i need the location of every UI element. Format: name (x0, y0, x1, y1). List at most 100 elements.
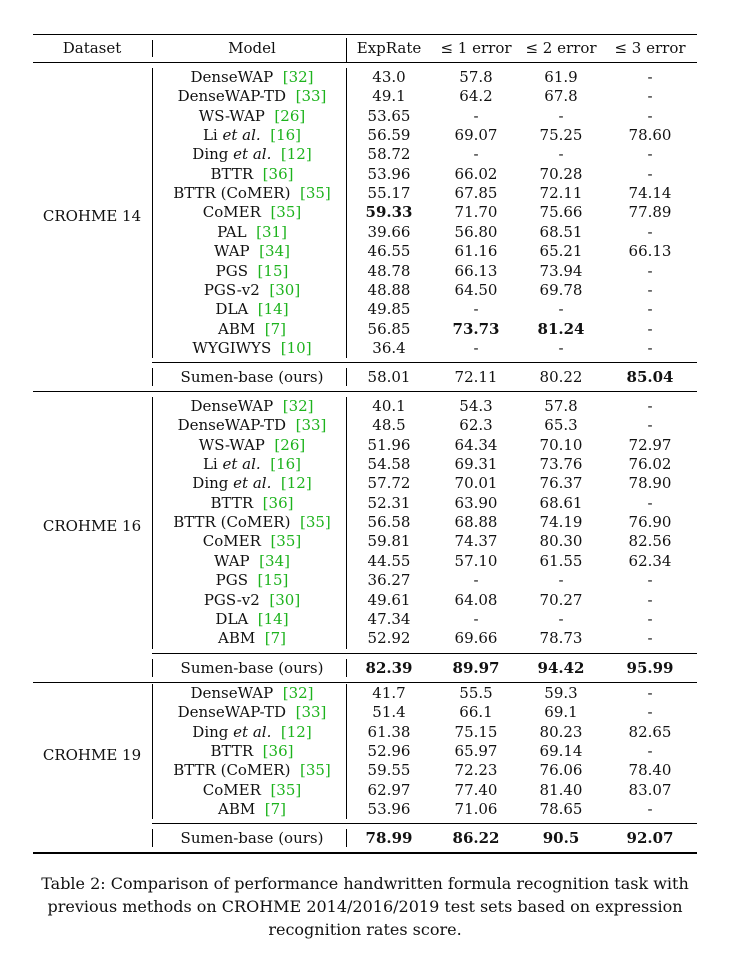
citation-number[interactable]: [16] (270, 126, 302, 145)
model-name: WYGIWYS [10] (192, 339, 311, 357)
column-separator (152, 68, 153, 359)
citation-number[interactable]: [33] (295, 416, 327, 435)
citation-link[interactable] (248, 610, 258, 628)
header-rule (33, 62, 697, 63)
citation-link[interactable] (290, 761, 300, 779)
citation-number[interactable]: [36] (262, 742, 294, 761)
value-cell: 62.3 (459, 416, 493, 435)
citation-number[interactable]: [35] (270, 780, 302, 799)
citation-link[interactable] (290, 513, 300, 531)
citation-link[interactable] (261, 455, 271, 473)
value-cell: 59.3 (544, 684, 578, 702)
citation-link[interactable] (286, 416, 296, 434)
citation-link[interactable] (271, 723, 281, 741)
citation-link[interactable] (286, 87, 296, 105)
citation-link[interactable] (271, 145, 281, 163)
model-name: BTTR (CoMER) [35] (173, 184, 331, 202)
citation-number[interactable]: [36] (262, 164, 294, 183)
citation-link[interactable] (290, 184, 300, 202)
citation-number[interactable]: [34] (259, 551, 290, 570)
citation-number[interactable]: [7] (264, 800, 287, 819)
value-cell: 41.7 (372, 684, 406, 702)
citation-number[interactable]: [7] (264, 319, 287, 338)
citation-link[interactable] (273, 397, 283, 415)
citation-link[interactable] (273, 684, 283, 702)
citation-link[interactable] (260, 281, 270, 299)
citation-number[interactable]: [35] (299, 184, 331, 203)
citation-number[interactable]: [7] (264, 629, 287, 648)
value-cell: 92.07 (626, 829, 674, 848)
value-cell: - (558, 300, 564, 319)
citation-link[interactable] (253, 742, 263, 760)
ours-separator (346, 368, 347, 387)
citation-number[interactable]: [32] (282, 684, 314, 702)
value-cell: 69.31 (454, 455, 498, 474)
value-cell: 70.27 (539, 590, 583, 609)
citation-number[interactable]: [35] (299, 513, 331, 532)
citation-link[interactable] (250, 552, 260, 570)
citation-link[interactable] (248, 571, 258, 589)
value-cell: - (647, 397, 653, 415)
value-cell: 62.34 (628, 551, 672, 570)
model-name: BTTR [36] (211, 742, 294, 760)
citation-link[interactable] (255, 320, 265, 338)
citation-link[interactable] (271, 339, 281, 357)
citation-number[interactable]: [36] (262, 493, 294, 512)
citation-link[interactable] (255, 629, 265, 647)
ours-rule (152, 362, 697, 364)
citation-number[interactable]: [30] (269, 590, 301, 609)
model-name: BTTR (CoMER) [35] (173, 513, 331, 531)
value-cell: 68.51 (539, 222, 583, 241)
citation-number[interactable]: [12] (280, 722, 312, 741)
citation-number[interactable]: [12] (280, 145, 312, 164)
citation-link[interactable] (247, 223, 257, 241)
citation-link[interactable] (261, 781, 271, 799)
citation-number[interactable]: [12] (280, 474, 312, 493)
citation-number[interactable]: [35] (299, 761, 331, 780)
model-label: WS-WAP (198, 435, 265, 454)
value-cell: 72.11 (539, 184, 583, 203)
citation-number[interactable]: [16] (270, 455, 302, 474)
citation-link[interactable] (271, 474, 281, 492)
citation-number[interactable]: [26] (274, 106, 306, 125)
citation-link[interactable] (248, 262, 258, 280)
citation-link[interactable] (273, 68, 283, 86)
value-cell: 53.96 (367, 164, 411, 183)
model-label: DLA (215, 300, 249, 319)
citation-number[interactable]: [31] (256, 222, 287, 241)
value-cell: - (647, 590, 653, 609)
model-author: Ding (192, 722, 234, 741)
citation-link[interactable] (250, 242, 260, 260)
value-cell: 54.58 (367, 455, 411, 474)
citation-link[interactable] (248, 300, 258, 318)
citation-link[interactable] (261, 532, 271, 550)
value-cell: - (473, 145, 479, 164)
value-cell: - (647, 68, 653, 86)
value-cell: 56.58 (367, 513, 411, 532)
citation-number[interactable]: [14] (257, 300, 289, 319)
citation-number[interactable]: [32] (282, 397, 314, 415)
citation-number[interactable]: [26] (274, 435, 306, 454)
citation-link[interactable] (265, 436, 275, 454)
citation-link[interactable] (286, 703, 296, 721)
citation-link[interactable] (253, 494, 263, 512)
citation-link[interactable] (260, 591, 270, 609)
citation-link[interactable] (265, 107, 275, 125)
citation-number[interactable]: [15] (257, 571, 289, 590)
citation-number[interactable]: [14] (257, 609, 289, 628)
citation-number[interactable]: [30] (269, 280, 301, 299)
value-cell: 68.61 (539, 493, 583, 512)
citation-link[interactable] (261, 203, 271, 221)
citation-number[interactable]: [15] (257, 261, 289, 280)
citation-link[interactable] (255, 800, 265, 818)
citation-number[interactable]: [35] (270, 532, 302, 551)
citation-link[interactable] (253, 165, 263, 183)
citation-number[interactable]: [33] (295, 87, 327, 106)
citation-number[interactable]: [34] (259, 242, 290, 261)
value-cell: 67.8 (544, 87, 578, 106)
citation-number[interactable]: [10] (280, 338, 312, 357)
citation-number[interactable]: [32] (282, 68, 314, 86)
citation-number[interactable]: [35] (270, 203, 302, 222)
citation-number[interactable]: [33] (295, 703, 327, 722)
citation-link[interactable] (261, 126, 271, 144)
